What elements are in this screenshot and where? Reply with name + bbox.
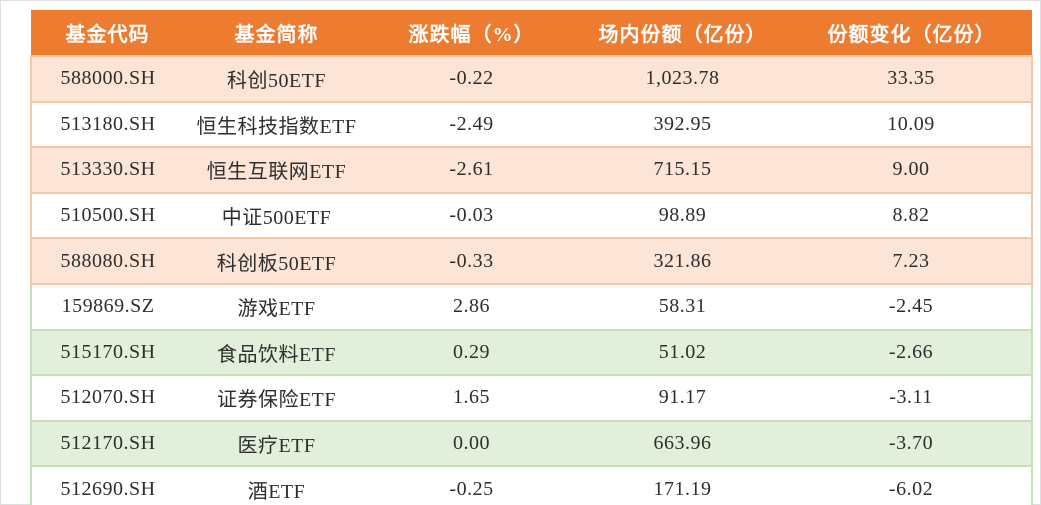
cell-change_pct: -0.22 bbox=[369, 56, 574, 103]
column-header-1: 基金简称 bbox=[184, 10, 369, 57]
cell-market_shares: 392.95 bbox=[574, 101, 791, 149]
table-row: 512690.SH 酒ETF -0.25 171.19 -6.02 bbox=[30, 466, 1033, 505]
cell-change_pct: -2.49 bbox=[369, 101, 574, 149]
cell-market_shares: 715.15 bbox=[574, 147, 791, 194]
cell-market_shares: 51.02 bbox=[574, 329, 791, 377]
table-row: 159869.SZ 游戏ETF 2.86 58.31 -2.45 bbox=[30, 283, 1033, 331]
cell-share_change: 9.00 bbox=[791, 147, 1033, 194]
cell-market_shares: 663.96 bbox=[574, 420, 791, 468]
table-row: 513180.SH 恒生科技指数ETF -2.49 392.95 10.09 bbox=[30, 101, 1033, 149]
table-row: 512070.SH 证券保险ETF 1.65 91.17 -3.11 bbox=[30, 375, 1033, 422]
cell-code: 588000.SH bbox=[30, 56, 184, 103]
cell-change_pct: 0.00 bbox=[369, 420, 574, 468]
cell-market_shares: 98.89 bbox=[574, 192, 791, 240]
cell-market_shares: 171.19 bbox=[574, 466, 791, 505]
cell-share_change: 7.23 bbox=[791, 238, 1033, 285]
cell-code: 512070.SH bbox=[30, 375, 184, 422]
cell-code: 513330.SH bbox=[30, 147, 184, 194]
cell-share_change: -3.11 bbox=[791, 375, 1033, 422]
cell-code: 512170.SH bbox=[30, 420, 184, 468]
column-header-3: 场内份额（亿份） bbox=[574, 10, 791, 57]
cell-name: 科创板50ETF bbox=[184, 238, 369, 285]
column-header-2: 涨跌幅（%） bbox=[369, 10, 574, 57]
column-header-4: 份额变化（亿份） bbox=[791, 10, 1032, 57]
cell-name: 证券保险ETF bbox=[184, 375, 369, 422]
cell-name: 恒生科技指数ETF bbox=[184, 101, 369, 149]
table-row: 588080.SH 科创板50ETF -0.33 321.86 7.23 bbox=[30, 238, 1033, 285]
cell-change_pct: -0.03 bbox=[369, 192, 574, 240]
cell-share_change: 33.35 bbox=[791, 56, 1033, 103]
cell-code: 510500.SH bbox=[30, 192, 184, 240]
table-row: 513330.SH 恒生互联网ETF -2.61 715.15 9.00 bbox=[30, 147, 1033, 194]
cell-name: 科创50ETF bbox=[184, 56, 369, 103]
cell-change_pct: -2.61 bbox=[369, 147, 574, 194]
cell-name: 恒生互联网ETF bbox=[184, 147, 369, 194]
cell-market_shares: 91.17 bbox=[574, 375, 791, 422]
cell-name: 中证500ETF bbox=[184, 192, 369, 240]
cell-change_pct: 0.29 bbox=[369, 329, 574, 377]
header-row: 基金代码 基金简称 涨跌幅（%） 场内份额（亿份） 份额变化（亿份） bbox=[31, 10, 1032, 57]
cell-code: 515170.SH bbox=[30, 329, 184, 377]
cell-share_change: 10.09 bbox=[791, 101, 1033, 149]
cell-name: 医疗ETF bbox=[184, 420, 369, 468]
cell-name: 食品饮料ETF bbox=[184, 329, 369, 377]
cell-code: 513180.SH bbox=[30, 101, 184, 149]
cell-change_pct: 2.86 bbox=[369, 283, 574, 331]
cell-share_change: -2.45 bbox=[791, 283, 1033, 331]
cell-code: 588080.SH bbox=[30, 238, 184, 285]
cell-code: 159869.SZ bbox=[30, 283, 184, 331]
cell-share_change: -3.70 bbox=[791, 420, 1033, 468]
column-header-0: 基金代码 bbox=[31, 10, 184, 57]
cell-change_pct: -0.33 bbox=[369, 238, 574, 285]
cell-name: 游戏ETF bbox=[184, 283, 369, 331]
cell-change_pct: -0.25 bbox=[369, 466, 574, 505]
table-row: 588000.SH 科创50ETF -0.22 1,023.78 33.35 bbox=[30, 56, 1033, 103]
cell-share_change: -2.66 bbox=[791, 329, 1033, 377]
table-row: 515170.SH 食品饮料ETF 0.29 51.02 -2.66 bbox=[30, 329, 1033, 377]
table-body: 588000.SH 科创50ETF -0.22 1,023.78 33.35 513180… bbox=[30, 56, 1033, 505]
cell-share_change: 8.82 bbox=[791, 192, 1033, 240]
cell-market_shares: 321.86 bbox=[574, 238, 791, 285]
cell-code: 512690.SH bbox=[30, 466, 184, 505]
etf-share-change-table: 基金代码 基金简称 涨跌幅（%） 场内份额（亿份） 份额变化（亿份） 588000.SH… bbox=[30, 10, 1033, 505]
cell-share_change: -6.02 bbox=[791, 466, 1033, 505]
table-row: 510500.SH 中证500ETF -0.03 98.89 8.82 bbox=[30, 192, 1033, 240]
cell-name: 酒ETF bbox=[184, 466, 369, 505]
cell-market_shares: 58.31 bbox=[574, 283, 791, 331]
table-header: 基金代码 基金简称 涨跌幅（%） 场内份额（亿份） 份额变化（亿份） bbox=[31, 10, 1032, 57]
cell-change_pct: 1.65 bbox=[369, 375, 574, 422]
cell-market_shares: 1,023.78 bbox=[574, 56, 791, 103]
table-row: 512170.SH 医疗ETF 0.00 663.96 -3.70 bbox=[30, 420, 1033, 468]
